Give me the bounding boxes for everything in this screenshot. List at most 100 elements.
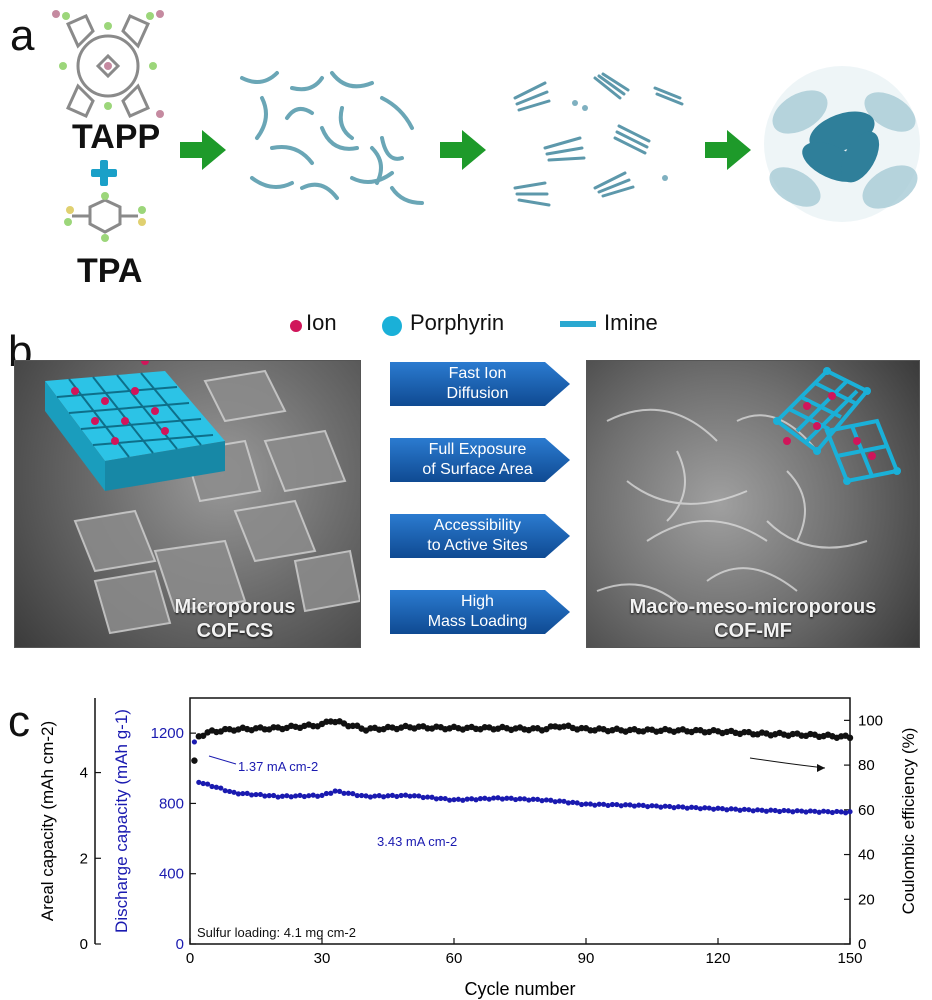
data-point [768,807,774,813]
data-point [680,804,686,810]
data-point [301,793,307,800]
feature-arrow-accessibility: Accessibility to Active Sites [390,514,570,558]
data-point [719,806,726,812]
sem-image-cof-mf: Macro-meso-microporous COF-MF [586,360,920,648]
data-point [381,794,387,800]
data-point [323,790,329,797]
data-point [385,793,391,799]
data-point [354,792,360,799]
data-point [689,804,695,810]
discharge-axis-title: Discharge capacity (mAh g-1) [112,709,131,933]
arrow-right-icon [705,130,751,170]
feature-arrow-shape [390,590,570,634]
data-point [486,796,492,802]
data-point [601,801,607,807]
data-point [587,801,594,807]
data-point [759,807,765,813]
tpa-molecule-image [64,192,146,242]
data-point [521,796,528,802]
feature-line-1: Fast Ion [448,365,507,382]
data-point [838,809,844,815]
tpa-label: TPA [77,252,143,290]
data-point [631,803,638,809]
cof-cs-framework-image [45,361,225,491]
data-point [592,802,598,808]
data-point [389,792,395,798]
data-point [350,791,356,797]
panel-a-letter: a [10,11,35,60]
data-point [213,784,219,790]
data-point [231,789,237,795]
coulombic-tick-label: 40 [858,847,875,864]
data-point [667,803,673,810]
areal-tick-label: 4 [80,765,88,782]
data-point [825,809,831,815]
data-point [359,792,365,799]
legend-imine-label: Imine [604,310,658,335]
data-point [821,808,827,814]
data-point [750,808,756,814]
data-point [257,791,263,798]
data-point [460,797,466,803]
x-tick-label: 150 [837,950,862,967]
data-point [398,792,404,799]
current-high-annotation: 3.43 mA cm-2 [377,834,457,849]
x-tick-label: 30 [314,950,331,967]
data-point [491,795,497,801]
x-axis-title: Cycle number [464,979,575,999]
data-point [315,793,321,799]
data-point [420,794,426,801]
feature-line-1: High [461,593,494,610]
feature-arrow-full-exposure: Full Exposure of Surface Area [390,438,570,482]
legend-porphyrin-label: Porphyrin [410,310,505,335]
data-point [702,805,708,811]
cof-mf-caption-line-1: Macro-meso-microporous [629,596,877,618]
data-point [191,757,198,764]
data-point [249,792,255,798]
data-point [407,793,413,799]
data-point [724,807,730,813]
feature-line-2: Diffusion [446,385,509,402]
data-point [504,795,510,801]
data-point [306,793,312,799]
ion-legend-marker [290,320,302,332]
feature-arrow-shape [390,362,570,406]
data-point [337,788,343,794]
data-point [473,797,479,803]
data-point [627,802,633,808]
data-point [499,796,505,802]
coulombic-tick-label: 60 [858,802,875,819]
data-point [253,791,259,798]
data-point [535,796,541,802]
data-point [477,796,483,802]
data-point [513,796,519,803]
coulombic-series [191,718,854,764]
data-point [416,793,422,799]
data-point [222,788,228,794]
data-point [596,801,602,807]
data-point [763,808,770,814]
data-point [583,801,589,807]
data-point [403,792,409,798]
data-point [469,796,475,802]
data-point [565,800,572,806]
data-point [741,806,748,812]
data-point [372,793,378,799]
data-point [517,796,523,802]
data-point [570,799,576,805]
data-point [244,790,250,796]
discharge-tick-label: 800 [159,795,184,812]
plus-icon [91,160,117,186]
data-point [737,807,743,813]
data-point [750,731,757,738]
data-point [240,790,246,797]
data-point [341,790,347,796]
data-point [684,805,690,811]
data-point [552,799,558,805]
data-point [715,805,721,811]
discharge-tick-label: 1200 [151,725,184,742]
data-point [547,723,554,730]
data-point [464,796,470,802]
cof-cs-caption-line-1: Microporous [174,596,296,618]
coulombic-tick-label: 100 [858,712,883,729]
